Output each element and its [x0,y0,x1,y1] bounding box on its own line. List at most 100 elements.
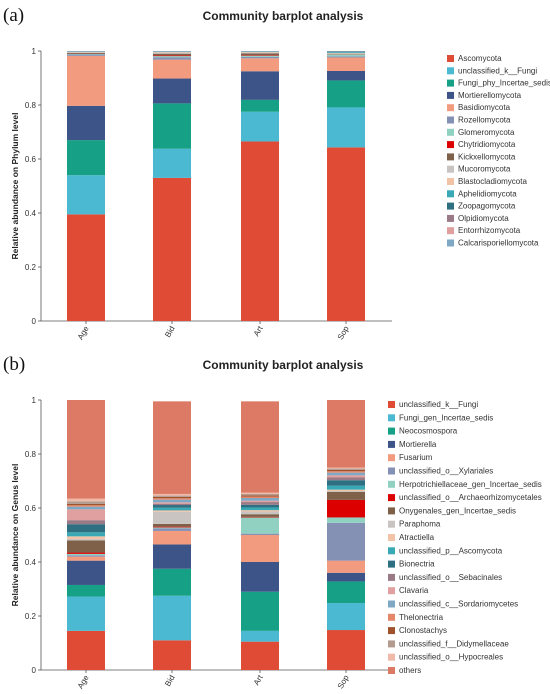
legend-swatch [447,202,454,210]
bar-segment [67,555,105,557]
legend-entry: unclassified_p__Ascomycota [399,546,503,555]
y-tick-label: 1 [32,396,37,405]
bar-segment [241,141,279,321]
bar-segment [241,493,279,496]
bar-segment [153,526,191,528]
bar-segment [67,506,105,510]
bar-segment [67,52,105,54]
legend-entry: Herpotrichiellaceae_gen_Incertae_sedis [399,480,542,489]
legend-swatch [388,667,395,674]
legend-entry: Thelonectria [399,613,444,622]
legend-swatch [388,587,395,595]
bar-segment [327,56,365,58]
bar-segment [327,107,365,148]
legend-swatch [388,573,395,581]
bar-segment [153,493,191,496]
legend-swatch [388,480,395,488]
legend-entry: Rozellomycota [458,116,511,125]
bar-segment [327,485,365,490]
bar-segment [67,105,105,141]
legend-entry: Chytridiomycota [458,140,516,149]
legend-swatch [447,227,454,235]
legend-swatch [388,547,395,555]
bar-segment [153,57,191,60]
bar-segment [67,553,105,556]
bar-segment [241,53,279,56]
bar-segment [153,78,191,104]
bar-segment [153,511,191,524]
legend: Ascomycota unclassified_k__Fungi Fungi_phy… [447,54,550,248]
bar-segment [327,477,365,481]
bar-segment [241,517,279,534]
bar-segment [153,52,191,54]
legend-swatch [388,427,395,435]
legend-swatch [388,414,395,422]
y-axis-label: Relative abundance on Genus level [10,464,20,607]
bar-segment [153,568,191,596]
bar-segment [327,490,365,492]
bar-segment [327,499,365,518]
legend-swatch [447,67,454,75]
bar-segment [67,524,105,533]
bar-segment [153,544,191,569]
bar-segment [241,641,279,670]
x-tick-label: Art [252,324,265,338]
y-tick-label: 0.6 [25,155,37,164]
bar-segment [67,54,105,56]
y-tick-label: 0 [32,317,37,326]
legend-swatch [447,141,454,149]
bar-segment [241,401,279,493]
bar-segment [241,630,279,642]
legend-swatch [447,79,454,87]
bar-segment [153,502,191,504]
bar-segment [67,556,105,561]
bar-segment [327,471,365,473]
legend-entry: Mortierellomycota [458,91,522,100]
bar-segment [153,530,191,545]
chart-title: Community barplot analysis [203,358,364,372]
legend-entry: unclassified_c__Sordariomycetes [399,600,518,609]
bar-segment [67,540,105,553]
bar-segment [241,514,279,517]
bar-segment [327,581,365,604]
bar-segment [327,517,365,523]
bar-segment [153,498,191,500]
y-tick-label: 0.8 [25,450,37,459]
legend-entry: Mortierella [399,440,437,449]
legend-swatch [447,104,454,112]
x-tick-label: Age [76,324,91,341]
legend-swatch [447,178,454,185]
bar-segment [241,562,279,592]
legend-swatch [388,534,395,541]
y-axis-label: Relative abundance on Phylum level [10,113,20,260]
bar-segment [327,572,365,582]
bar-segment [153,496,191,499]
bar-segment [153,507,191,511]
legend-swatch [388,467,395,475]
bar-segment [67,560,105,585]
legend-entry: unclassified_o__Xylariales [399,467,493,476]
legend-entry: Aphelidiomycota [458,189,517,198]
bar-segment [67,501,105,504]
bar-segment [241,55,279,56]
legend-entry: unclassified_k__Fungi [399,400,478,409]
legend-swatch [447,153,454,161]
legend-entry: Zoopagomycota [458,202,516,211]
bar-segment [327,147,365,321]
bar-segment [327,80,365,108]
y-tick-label: 0.2 [25,612,37,621]
bar-segment [67,596,105,631]
legend-swatch [388,507,395,515]
legend: unclassified_k__Fungi Fungi_gen_Incertae_… [388,400,542,675]
legend-swatch [388,600,395,608]
legend-swatch [447,239,454,247]
legend-swatch [388,454,395,462]
bar-segment [153,595,191,641]
bar-segment [241,71,279,100]
bar-segment [67,520,105,525]
bar-segment [67,503,105,506]
bar-segment [67,55,105,106]
bar-segment [153,148,191,178]
y-tick-label: 0.4 [25,558,37,567]
